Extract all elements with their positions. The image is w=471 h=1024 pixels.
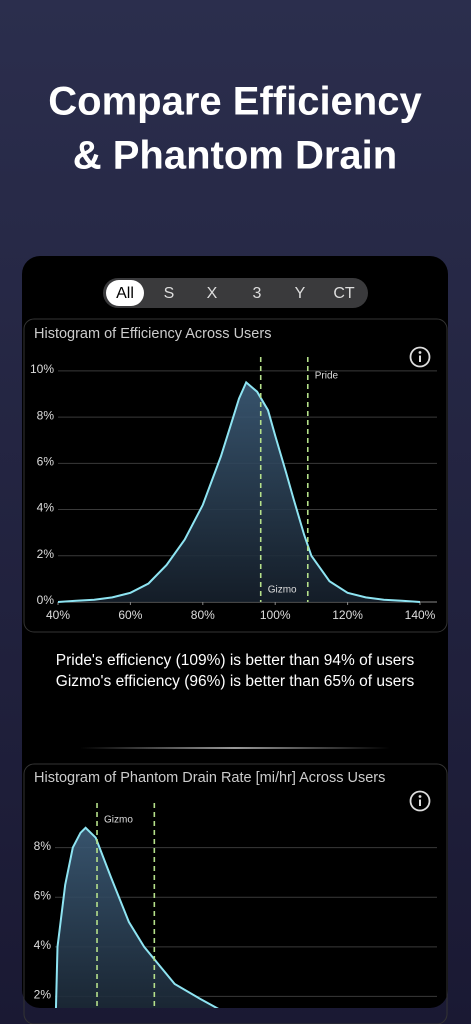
- y-tick-label: 2%: [34, 988, 52, 1002]
- y-tick-label: 0%: [37, 593, 55, 607]
- x-tick-label: 140%: [405, 608, 436, 622]
- panel: [23, 318, 448, 633]
- x-tick-label: 100%: [260, 608, 291, 622]
- y-tick-label: 4%: [37, 501, 55, 515]
- tab[interactable]: 3: [253, 285, 262, 302]
- tab[interactable]: S: [164, 285, 175, 302]
- area: [58, 382, 420, 602]
- y-tick-label: 2%: [37, 547, 55, 561]
- y-tick-label: 6%: [34, 888, 52, 902]
- y-tick-label: 10%: [30, 362, 54, 376]
- summary-line: Gizmo's efficiency (96%) is better than …: [56, 673, 415, 690]
- info-icon[interactable]: [409, 790, 431, 812]
- line: [54, 826, 219, 1008]
- y-tick-label: 8%: [37, 408, 55, 422]
- line: [57, 380, 421, 603]
- headline: & Phantom Drain: [73, 134, 397, 178]
- tab[interactable]: CT: [333, 285, 355, 302]
- marker-label: Gizmo: [104, 815, 133, 826]
- x-tick-label: 80%: [191, 608, 215, 622]
- tab-selected[interactable]: [106, 280, 144, 306]
- x-tick-label: 40%: [46, 608, 70, 622]
- chart-title: Histogram of Efficiency Across Users: [34, 326, 271, 342]
- panel: [23, 763, 448, 1024]
- area: [55, 827, 217, 1008]
- tab[interactable]: Y: [295, 285, 306, 302]
- marker-label: Pride: [315, 371, 339, 382]
- y-tick-label: 4%: [34, 938, 52, 952]
- tab[interactable]: X: [207, 285, 218, 302]
- y-tick-label: 8%: [34, 839, 52, 853]
- summary-line: Pride's efficiency (109%) is better than…: [56, 652, 415, 669]
- x-tick-label: 120%: [332, 608, 363, 622]
- chart-title: Histogram of Phantom Drain Rate [mi/hr] …: [34, 770, 385, 786]
- segmented-control: [103, 278, 368, 308]
- marker-label: Gizmo: [268, 585, 297, 596]
- x-tick-label: 60%: [118, 608, 142, 622]
- headline: Compare Efficiency: [48, 80, 422, 124]
- info-icon[interactable]: [409, 346, 431, 368]
- tab[interactable]: All: [116, 285, 134, 302]
- divider: [80, 747, 390, 749]
- y-tick-label: 6%: [37, 454, 55, 468]
